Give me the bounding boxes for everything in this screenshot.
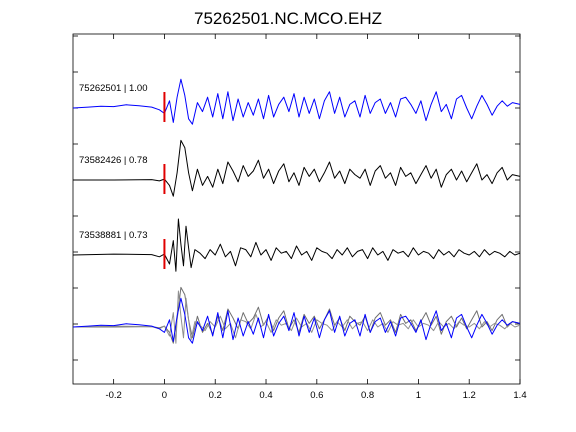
x-tick-label: 1.2 — [463, 390, 476, 401]
x-tick-label: 1.4 — [513, 390, 526, 401]
x-tick-label: 1 — [416, 390, 421, 401]
overlay-trace-3 — [72, 297, 521, 344]
waveform-trace-1 — [73, 139, 521, 197]
x-tick-label: 0.2 — [209, 390, 222, 401]
trace-label: 75262501 | 1.00 — [79, 83, 148, 94]
chart-title: 75262501.NC.MCO.EHZ — [194, 9, 382, 28]
traces — [72, 78, 521, 344]
x-tick-label: 0.4 — [259, 390, 272, 401]
trace-labels: 75262501 | 1.00 73582426 | 0.78 73538881 |… — [79, 83, 148, 241]
x-tick-label: 0 — [162, 390, 167, 401]
waveform-trace-2 — [72, 218, 521, 272]
plot-area: -0.2 0 0.2 0.4 0.6 0.8 1 1.2 1.4 75262501 | 1.00… — [72, 33, 527, 401]
trace-label: 73538881 | 0.73 — [79, 230, 148, 241]
x-tick-label: 0.8 — [361, 390, 374, 401]
trace-label: 73582426 | 0.78 — [79, 155, 148, 166]
waveform-trace-0 — [72, 78, 521, 125]
axes-frame — [72, 33, 521, 385]
x-tick-label: -0.2 — [105, 390, 121, 401]
x-tick-label: 0.6 — [310, 390, 323, 401]
x-ticks: -0.2 0 0.2 0.4 0.6 0.8 1 1.2 1.4 — [105, 34, 527, 401]
